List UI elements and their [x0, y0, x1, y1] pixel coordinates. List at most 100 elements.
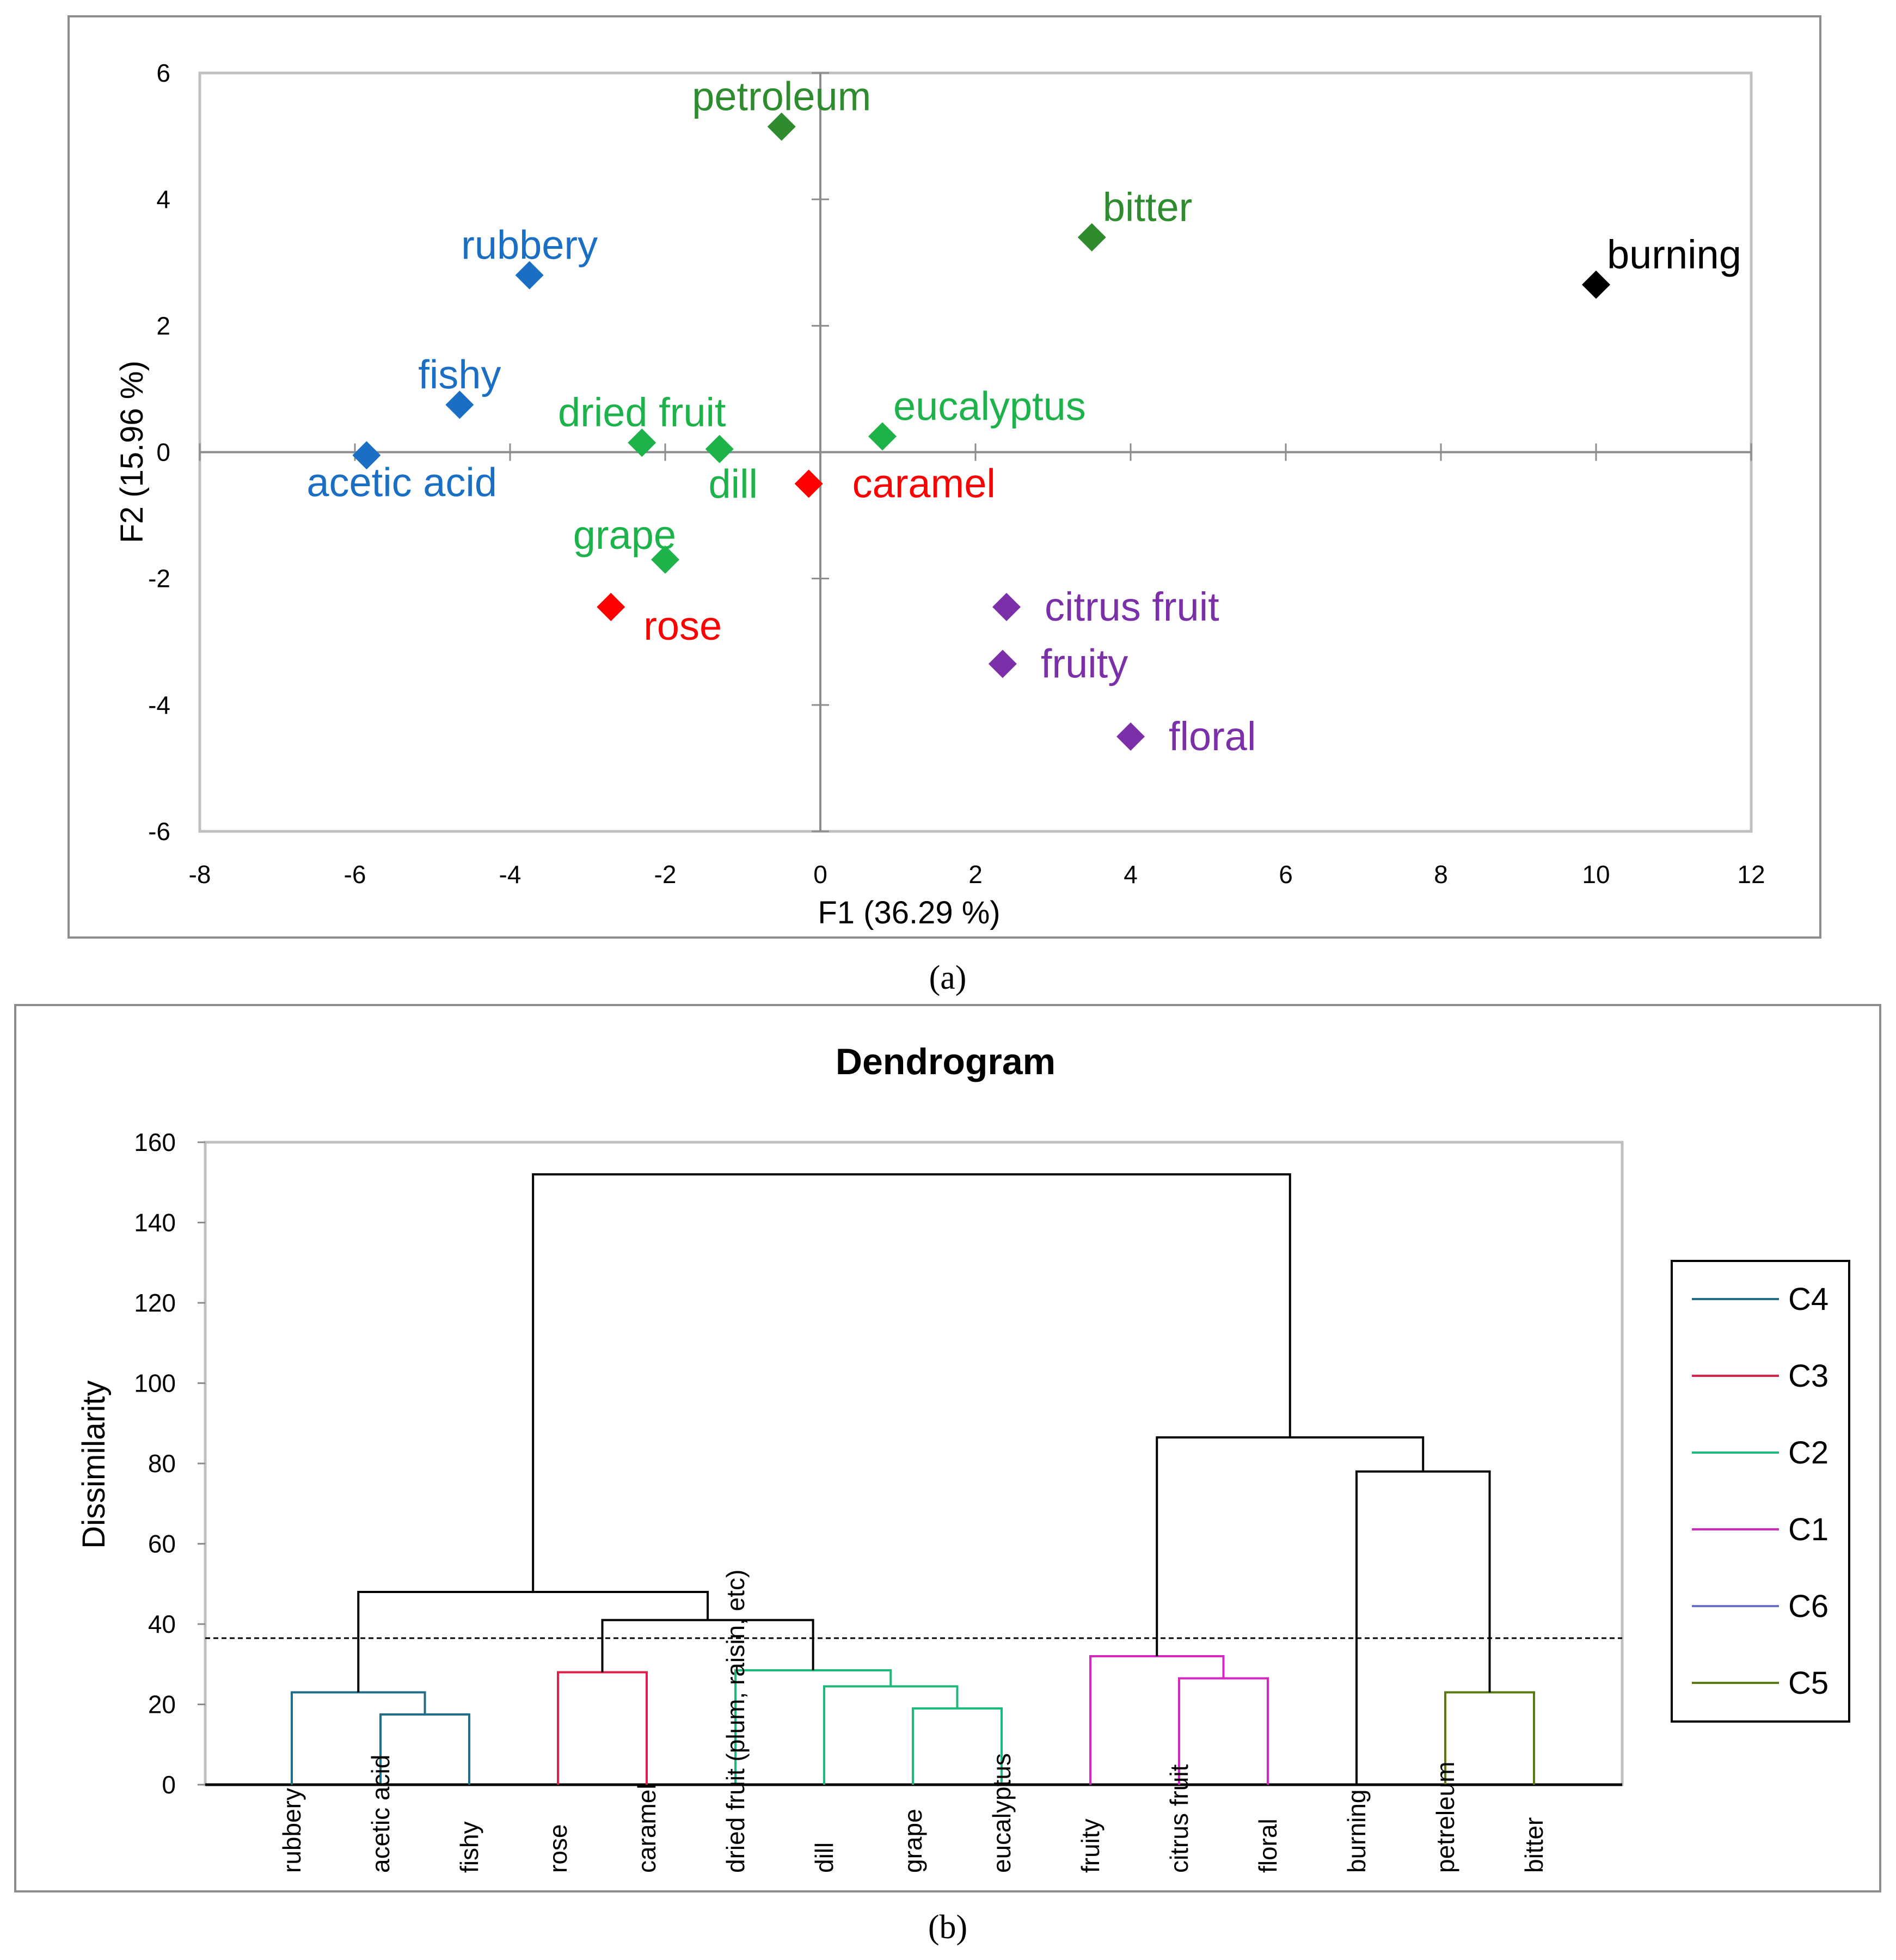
point-label: bitter — [1103, 185, 1193, 230]
x-tick-label: 4 — [1124, 860, 1138, 889]
dendrogram-leaf-labels: rubbery acetic acid fishy rose caramel dried … — [278, 1570, 1548, 1873]
y-tick-label: 6 — [156, 59, 170, 87]
point-label: citrus fruit — [1045, 584, 1219, 629]
caption-b: (b) — [928, 1909, 967, 1946]
dendrogram-tick-labels: 0 20 40 60 80 100 120 140 160 — [134, 1128, 205, 1799]
leaf-label: bitter — [1520, 1817, 1548, 1873]
y-tick-label: 40 — [148, 1610, 176, 1638]
scatter-marker — [445, 390, 474, 419]
legend-label: C2 — [1788, 1435, 1828, 1471]
point-label: caramel — [852, 461, 996, 506]
x-tick-label: 0 — [813, 860, 827, 889]
dendrogram-legend: C4 C3 C2 C1 C6 C5 — [1692, 1282, 1828, 1701]
leaf-label: burning — [1342, 1790, 1371, 1873]
x-tick-label: 6 — [1279, 860, 1293, 889]
point-label: rose — [643, 603, 722, 648]
scatter-point: rose — [597, 592, 722, 648]
x-tick-label: -6 — [344, 860, 366, 889]
y-tick-label: 0 — [156, 438, 170, 467]
dendrogram-link — [601, 1619, 814, 1673]
caption-a: (a) — [929, 959, 967, 996]
dendrogram-links — [205, 1173, 1622, 1786]
point-label: floral — [1169, 714, 1256, 759]
point-label: fruity — [1041, 641, 1128, 686]
leaf-label: petreleum — [1431, 1761, 1459, 1873]
x-tick-label: -2 — [654, 860, 677, 889]
scatter-marker — [868, 422, 897, 451]
dendrogram-title: Dendrogram — [836, 1041, 1056, 1082]
dendrogram-link — [1156, 1436, 1425, 1656]
y-tick-label: 2 — [156, 311, 170, 340]
legend-label: C5 — [1788, 1665, 1828, 1701]
scatter-point: caramel — [794, 461, 996, 506]
dendrogram-link — [357, 1591, 709, 1693]
leaf-label: floral — [1254, 1818, 1282, 1873]
x-tick-label: -4 — [499, 860, 521, 889]
scatter-tick-labels: -6 -4 -2 0 2 4 6 -8 -6 -4 -2 0 2 4 6 8 10 12 — [148, 59, 1765, 889]
scatter-point: acetic acid — [306, 441, 497, 505]
scatter-point: petroleum — [692, 74, 871, 141]
scatter-point: eucalyptus — [868, 383, 1086, 451]
point-label: eucalyptus — [893, 383, 1086, 428]
scatter-point: fishy — [418, 352, 501, 419]
legend-entry: C1 — [1692, 1512, 1828, 1547]
legend-label: C1 — [1788, 1512, 1828, 1547]
y-tick-label: -2 — [148, 565, 170, 593]
scatter-y-axis-title: F2 (15.96 %) — [114, 360, 150, 543]
scatter-marker — [1077, 223, 1106, 252]
scatter-marker — [1582, 270, 1610, 299]
y-tick-label: 120 — [134, 1289, 176, 1317]
dendrogram-link — [557, 1671, 648, 1785]
dendrogram-link — [291, 1691, 426, 1785]
leaf-label: rubbery — [278, 1788, 306, 1873]
y-tick-label: 0 — [162, 1771, 176, 1799]
scatter-marker — [988, 650, 1017, 678]
legend-label: C6 — [1788, 1589, 1828, 1624]
scatter-marker — [705, 434, 734, 463]
scatter-point: grape — [573, 512, 679, 574]
dendrogram-link — [1444, 1691, 1535, 1785]
scatter-marker — [515, 261, 544, 290]
dendrogram-link — [912, 1707, 1003, 1785]
y-tick-label: 60 — [148, 1530, 176, 1558]
dendrogram-link — [379, 1713, 470, 1785]
dendrogram-y-axis-title: Dissimilarity — [76, 1380, 112, 1548]
scatter-panel: -6 -4 -2 0 2 4 6 -8 -6 -4 -2 0 2 4 6 8 10 12 petroleum bit… — [68, 15, 1821, 996]
scatter-axes — [199, 72, 1752, 832]
leaf-label: grape — [899, 1809, 927, 1873]
y-tick-label: 140 — [134, 1209, 176, 1237]
scatter-points: petroleum bitter burning rubbery fishy acetic… — [306, 74, 1741, 759]
leaf-label: dill — [810, 1842, 838, 1873]
scatter-point: dried fruit — [558, 390, 726, 457]
x-tick-label: 10 — [1582, 860, 1610, 889]
dendrogram-legend-box — [1671, 1260, 1850, 1723]
y-tick-label: -6 — [148, 817, 170, 846]
point-label: fishy — [418, 352, 501, 397]
scatter-marker — [767, 112, 796, 141]
x-tick-label: 8 — [1434, 860, 1448, 889]
dendrogram-panel: Dendrogram 0 20 40 60 80 100 120 140 160 rubbery… — [14, 1004, 1881, 1946]
scatter-marker — [992, 592, 1021, 621]
legend-label: C4 — [1788, 1282, 1828, 1317]
dendrogram-link — [1089, 1655, 1225, 1785]
leaf-label: eucalyptus — [987, 1753, 1016, 1873]
point-label: burning — [1607, 232, 1741, 277]
scatter-outer-frame — [68, 15, 1821, 939]
scatter-marker — [628, 428, 656, 457]
y-tick-label: 100 — [134, 1369, 176, 1398]
y-tick-label: 160 — [134, 1128, 176, 1156]
scatter-point: burning — [1582, 232, 1741, 299]
y-tick-label: 20 — [148, 1690, 176, 1719]
x-tick-label: 2 — [968, 860, 983, 889]
dendrogram-link — [1355, 1470, 1491, 1785]
scatter-marker — [794, 469, 823, 498]
scatter-marker — [597, 592, 625, 621]
scatter-x-axis-title: F1 (36.29 %) — [818, 895, 1000, 930]
dendrogram-outer-frame — [14, 1004, 1881, 1892]
leaf-label: fruity — [1076, 1818, 1105, 1873]
point-label: dried fruit — [558, 390, 726, 435]
leaf-label: acetic acid — [366, 1755, 395, 1873]
y-tick-label: -4 — [148, 691, 170, 719]
point-label: grape — [573, 512, 676, 558]
